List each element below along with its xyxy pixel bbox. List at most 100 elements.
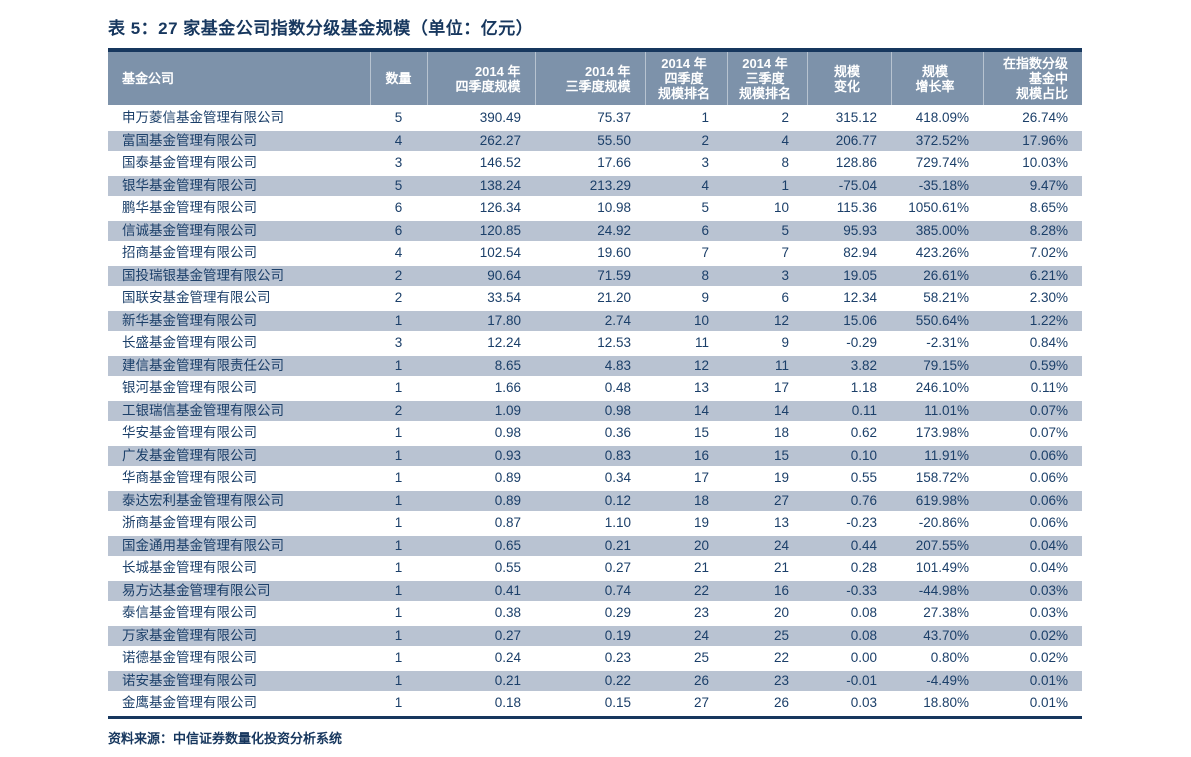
cell-change: 0.08 [807,624,891,648]
cell-q4_scale: 1.66 [427,377,535,401]
cell-q3_rank: 18 [727,422,807,446]
cell-q4_rank: 13 [645,377,727,401]
cell-q3_scale: 75.37 [535,106,645,131]
cell-share: 0.03% [983,579,1082,603]
cell-q4_scale: 126.34 [427,197,535,221]
cell-q3_scale: 19.60 [535,242,645,266]
cell-q3_rank: 19 [727,467,807,491]
header-row: 基金公司 数量 2014 年 四季度规模 2014 年 三季度规模 2014 年 四季度… [108,52,1082,108]
cell-q4_rank: 17 [645,467,727,491]
cell-q4_rank: 16 [645,444,727,468]
cell-q4_scale: 12.24 [427,332,535,356]
cell-q4_rank: 11 [645,332,727,356]
table-row: 诺德基金管理有限公司 1 0.24 0.23 25 22 0.00 0.80% 0.02% [108,647,1082,671]
table-row: 国投瑞银基金管理有限公司 2 90.64 71.59 8 3 19.05 26.61% 6.21… [108,264,1082,288]
cell-change: 128.86 [807,152,891,176]
cell-count: 2 [370,287,427,311]
column-header-company: 基金公司 [108,52,370,108]
table-row: 长盛基金管理有限公司 3 12.24 12.53 11 9 -0.29 -2.31% 0.84% [108,332,1082,356]
cell-share: 0.04% [983,534,1082,558]
cell-growth: 385.00% [891,219,983,243]
table-section: 表 5：27 家基金公司指数分级基金规模（单位：亿元） 基金公司 数量 2014 年… [108,14,1082,747]
cell-count: 6 [370,197,427,221]
cell-change: 0.76 [807,489,891,513]
cell-count: 5 [370,106,427,131]
cell-growth: 246.10% [891,377,983,401]
cell-company: 浙商基金管理有限公司 [108,512,370,536]
cell-q3_scale: 21.20 [535,287,645,311]
cell-company: 鹏华基金管理有限公司 [108,197,370,221]
cell-q3_rank: 13 [727,512,807,536]
cell-share: 0.07% [983,399,1082,423]
table-row: 信诚基金管理有限公司 6 120.85 24.92 6 5 95.93 385.00% 8.28… [108,219,1082,243]
cell-q4_rank: 23 [645,602,727,626]
cell-q4_scale: 102.54 [427,242,535,266]
cell-company: 华商基金管理有限公司 [108,467,370,491]
cell-q3_rank: 20 [727,602,807,626]
cell-company: 泰信基金管理有限公司 [108,602,370,626]
cell-q3_scale: 10.98 [535,197,645,221]
cell-count: 1 [370,579,427,603]
cell-q3_rank: 7 [727,242,807,266]
cell-q4_scale: 90.64 [427,264,535,288]
cell-share: 8.65% [983,197,1082,221]
cell-share: 2.30% [983,287,1082,311]
cell-q4_scale: 0.93 [427,444,535,468]
cell-q3_scale: 0.74 [535,579,645,603]
cell-change: 0.62 [807,422,891,446]
cell-q4_scale: 262.27 [427,129,535,153]
cell-share: 10.03% [983,152,1082,176]
cell-q3_rank: 26 [727,692,807,716]
cell-growth: 27.38% [891,602,983,626]
cell-count: 1 [370,467,427,491]
cell-q4_rank: 14 [645,399,727,423]
cell-company: 国泰基金管理有限公司 [108,152,370,176]
cell-share: 0.06% [983,512,1082,536]
cell-q4_scale: 0.55 [427,557,535,581]
cell-q3_scale: 71.59 [535,264,645,288]
cell-company: 泰达宏利基金管理有限公司 [108,489,370,513]
cell-growth: 1050.61% [891,197,983,221]
cell-q3_rank: 14 [727,399,807,423]
cell-q3_scale: 0.48 [535,377,645,401]
cell-change: 3.82 [807,354,891,378]
cell-growth: 79.15% [891,354,983,378]
cell-q3_rank: 10 [727,197,807,221]
cell-count: 3 [370,152,427,176]
cell-count: 1 [370,534,427,558]
cell-growth: 0.80% [891,647,983,671]
cell-q4_scale: 1.09 [427,399,535,423]
column-header-count: 数量 [369,52,427,108]
cell-q3_rank: 3 [727,264,807,288]
cell-q3_scale: 213.29 [535,174,645,198]
cell-q3_rank: 24 [727,534,807,558]
cell-q3_scale: 4.83 [535,354,645,378]
cell-q3_scale: 55.50 [535,129,645,153]
table-row: 广发基金管理有限公司 1 0.93 0.83 16 15 0.10 11.91% 0.06% [108,444,1082,468]
cell-q3_scale: 0.15 [535,692,645,716]
table-row: 鹏华基金管理有限公司 6 126.34 10.98 5 10 115.36 1050.61% 8… [108,197,1082,221]
cell-q4_scale: 146.52 [427,152,535,176]
cell-q4_scale: 138.24 [427,174,535,198]
cell-change: 115.36 [807,197,891,221]
cell-q4_rank: 27 [645,692,727,716]
table-row: 易方达基金管理有限公司 1 0.41 0.74 22 16 -0.33 -44.98% 0.03… [108,579,1082,603]
cell-q4_rank: 26 [645,669,727,693]
table-row: 新华基金管理有限公司 1 17.80 2.74 10 12 15.06 550.64% 1.22… [108,309,1082,333]
cell-growth: 207.55% [891,534,983,558]
cell-share: 9.47% [983,174,1082,198]
cell-change: 82.94 [807,242,891,266]
column-header-q4_scale: 2014 年 四季度规模 [426,52,535,108]
cell-change: 19.05 [807,264,891,288]
cell-company: 国联安基金管理有限公司 [108,287,370,311]
table-title: 表 5：27 家基金公司指数分级基金规模（单位：亿元） [108,19,534,38]
cell-q3_scale: 0.36 [535,422,645,446]
cell-share: 1.22% [983,309,1082,333]
cell-company: 富国基金管理有限公司 [108,129,370,153]
cell-q4_rank: 2 [645,129,727,153]
cell-share: 0.07% [983,422,1082,446]
cell-q3_rank: 21 [727,557,807,581]
table-row: 诺安基金管理有限公司 1 0.21 0.22 26 23 -0.01 -4.49% 0.01% [108,669,1082,693]
cell-q4_rank: 19 [645,512,727,536]
cell-company: 华安基金管理有限公司 [108,422,370,446]
